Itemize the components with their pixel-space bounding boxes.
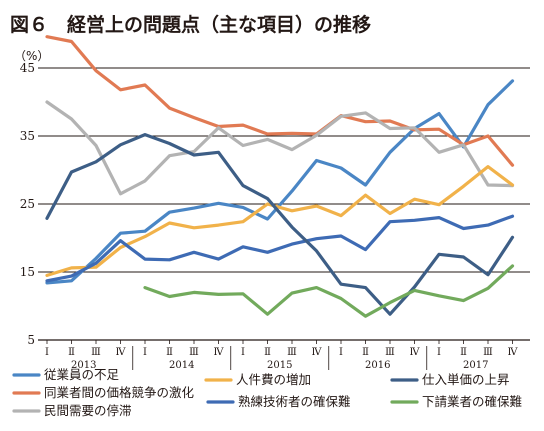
series-line-4	[45, 165, 515, 277]
legend-label: 民間需要の停滞	[44, 403, 132, 418]
x-quarter-label: Ⅲ	[91, 347, 101, 358]
y-tick-label: 5	[27, 333, 35, 347]
x-quarter-label: Ⅱ	[460, 347, 467, 358]
series-line-3	[45, 100, 515, 196]
y-tick-label: 15	[20, 265, 35, 279]
x-quarter-label: Ⅰ	[437, 347, 441, 358]
legend-label: 人件費の増加	[236, 372, 311, 387]
x-quarter-label: Ⅳ	[116, 347, 127, 358]
legend-label: 下請業者の確保難	[422, 394, 522, 409]
x-year-label: 2013	[71, 360, 96, 371]
x-quarter-label: Ⅱ	[166, 347, 173, 358]
x-quarter-label: Ⅱ	[264, 347, 271, 358]
x-year-label: 2016	[365, 360, 390, 371]
series-line-2	[45, 35, 515, 167]
y-tick-label: 35	[20, 129, 35, 143]
x-quarter-label: Ⅳ	[312, 347, 323, 358]
x-year-label: 2014	[169, 360, 194, 371]
x-quarter-label: Ⅰ	[241, 347, 245, 358]
series-line-7	[143, 264, 515, 318]
x-quarter-label: Ⅲ	[287, 347, 297, 358]
chart-title: 図６ 経営上の問題点（主な項目）の推移	[10, 13, 371, 36]
x-year-label: 2015	[267, 360, 292, 371]
series-line-1	[45, 79, 515, 285]
x-quarter-label: Ⅲ	[189, 347, 199, 358]
y-tick-label: 25	[20, 197, 35, 211]
x-quarter-label: Ⅳ	[410, 347, 421, 358]
x-quarter-label: Ⅳ	[214, 347, 225, 358]
legend-label: 従業員の不足	[44, 367, 120, 382]
y-tick-label: 45	[20, 61, 35, 75]
series-line-5	[45, 214, 515, 283]
legend-label: 同業者間の価格競争の激化	[44, 385, 195, 400]
x-year-label: 2017	[463, 360, 488, 371]
x-quarter-label: Ⅰ	[339, 347, 343, 358]
x-quarter-label: Ⅳ	[508, 347, 519, 358]
x-quarter-label: Ⅱ	[362, 347, 369, 358]
series-lines	[45, 35, 515, 318]
x-quarter-label: Ⅲ	[385, 347, 395, 358]
x-quarter-label: Ⅰ	[143, 347, 147, 358]
x-quarter-label: Ⅲ	[483, 347, 493, 358]
x-quarter-label: Ⅱ	[68, 347, 75, 358]
x-axis-ticks: Ⅰ Ⅱ Ⅲ Ⅳ Ⅰ Ⅱ Ⅲ Ⅳ Ⅰ Ⅱ Ⅲ Ⅳ Ⅰ Ⅱ Ⅲ Ⅳ Ⅰ Ⅱ Ⅲ Ⅳ 2013 2014 2015 2016 2017	[45, 340, 519, 371]
legend-label: 仕入単価の上昇	[422, 372, 510, 387]
y-axis-ticks: 5 15 25 35 45	[20, 61, 35, 347]
series-line-6	[45, 133, 515, 316]
legend-label: 熟練技術者の確保難	[238, 394, 351, 409]
y-unit-label: （%）	[14, 49, 49, 63]
x-quarter-label: Ⅰ	[45, 347, 49, 358]
